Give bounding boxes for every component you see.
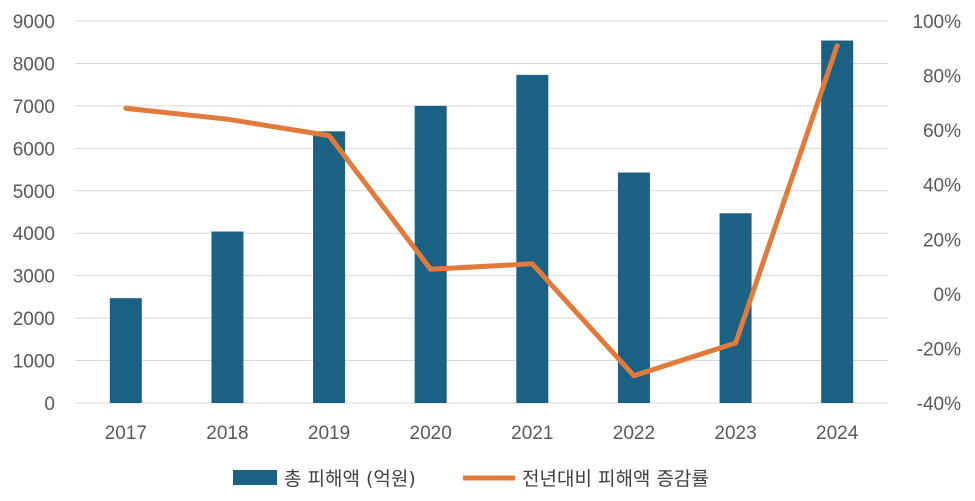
x-tick-label: 2018: [206, 423, 248, 444]
x-tick-label: 2024: [816, 423, 859, 444]
left-axis: 0 1000 2000 3000 4000 5000 6000 7000 8000 9000: [13, 12, 55, 415]
right-tick-label: -40%: [917, 394, 961, 415]
bar: [821, 40, 854, 403]
line-point: [328, 135, 330, 137]
grid-lines: [75, 20, 888, 404]
left-tick-label: 9000: [13, 12, 55, 33]
left-tick-label: 7000: [13, 97, 55, 118]
left-tick-label: 4000: [13, 224, 55, 245]
right-tick-label: 60%: [923, 121, 961, 142]
x-axis: 2017 2018 2019 2020 2021 2022 2023 2024: [105, 423, 859, 444]
left-tick-label: 6000: [13, 139, 55, 160]
line-point: [226, 118, 228, 120]
legend-line-label: 전년대비 피해액 증감률: [522, 468, 709, 490]
left-tick-label: 1000: [13, 352, 55, 373]
right-tick-label: 100%: [912, 12, 961, 33]
right-axis: -40% -20% 0% 20% 40% 60% 80% 100%: [912, 12, 961, 415]
legend-bar-label: 총 피해액 (억원): [284, 468, 416, 490]
right-tick-label: 0%: [934, 285, 962, 306]
right-tick-label: 40%: [923, 176, 961, 197]
x-tick-label: 2021: [511, 423, 553, 444]
bar: [617, 172, 650, 403]
line-point: [531, 263, 533, 265]
line-point: [633, 375, 635, 377]
left-tick-label: 2000: [13, 309, 55, 330]
bar: [211, 231, 244, 403]
line-point: [125, 107, 127, 109]
line-point: [430, 268, 432, 270]
bar: [109, 298, 142, 403]
bar-series: [109, 40, 854, 403]
x-tick-label: 2019: [308, 423, 350, 444]
right-tick-label: -20%: [917, 339, 961, 360]
right-tick-label: 80%: [923, 67, 961, 88]
x-tick-label: 2023: [714, 423, 756, 444]
legend-bar-swatch: [233, 470, 277, 485]
left-tick-label: 0: [44, 394, 55, 415]
line-series: [123, 43, 840, 379]
bar: [313, 131, 346, 403]
line-point: [836, 45, 838, 47]
right-tick-label: 20%: [923, 230, 961, 251]
left-tick-label: 5000: [13, 182, 55, 203]
line-series-path: [123, 43, 840, 379]
left-tick-label: 8000: [13, 54, 55, 75]
legend: 총 피해액 (억원) 전년대비 피해액 증감률: [233, 468, 709, 490]
line-point: [735, 342, 737, 344]
left-tick-label: 3000: [13, 267, 55, 288]
bar: [516, 74, 549, 403]
x-tick-label: 2017: [105, 423, 147, 444]
x-tick-label: 2022: [613, 423, 655, 444]
x-tick-label: 2020: [410, 423, 452, 444]
